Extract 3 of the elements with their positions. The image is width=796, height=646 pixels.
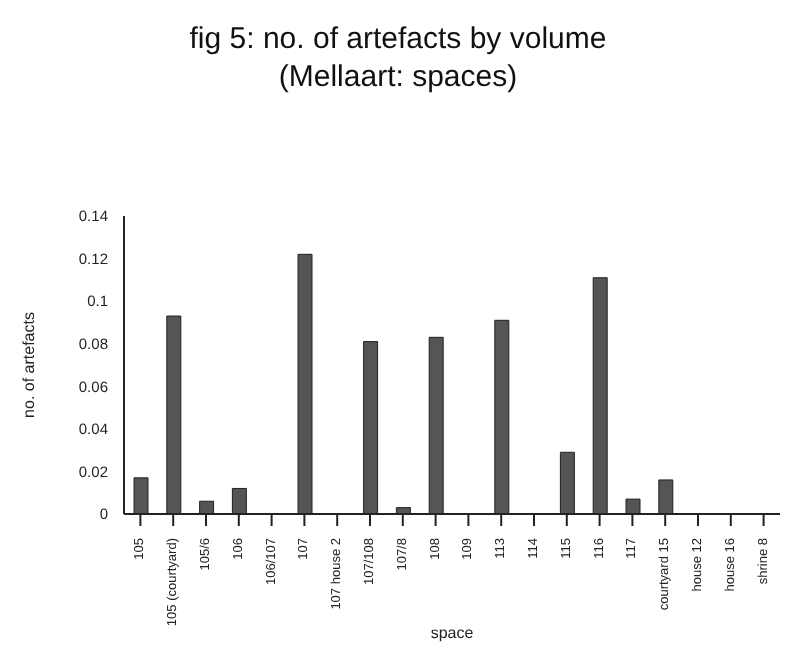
y-axis-title: no. of artefacts [19, 312, 38, 418]
chart-title: fig 5: no. of artefacts by volume (Mellaart: spaces) [187, 20, 609, 96]
x-axis-title: space [430, 624, 475, 642]
